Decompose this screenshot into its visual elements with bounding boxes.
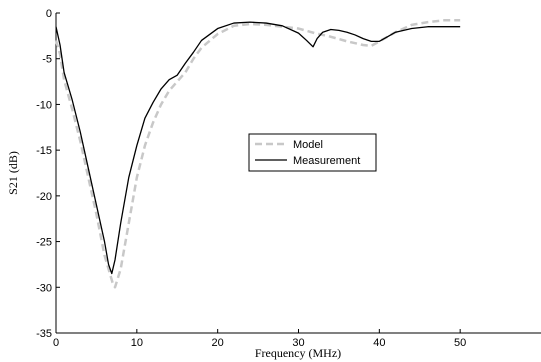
legend-label-measurement: Measurement <box>293 155 360 167</box>
y-tick-label: -5 <box>42 54 52 66</box>
x-tick-label: 30 <box>292 337 304 349</box>
x-tick-label: 40 <box>373 337 385 349</box>
x-tick-label: 0 <box>53 337 59 349</box>
y-axis-title: S21 (dB) <box>6 151 20 195</box>
series-lines <box>54 19 461 289</box>
y-tick-label: -30 <box>36 282 52 294</box>
y-tick-label: -25 <box>36 237 52 249</box>
x-axis-title: Frequency (MHz) <box>255 346 341 360</box>
axis-ticks: 0 10 20 30 40 50 0 -5 -10 -15 -20 -25 -30 -35 <box>36 8 466 349</box>
y-tick-label: 0 <box>46 8 52 20</box>
x-tick-label: 10 <box>131 337 143 349</box>
x-tick-label: 20 <box>212 337 224 349</box>
series-line-measurement <box>55 21 461 275</box>
y-tick-label: -35 <box>36 328 52 340</box>
legend: Model Measurement <box>248 133 377 172</box>
y-tick-label: -20 <box>36 191 52 203</box>
x-tick-label: 50 <box>454 337 466 349</box>
y-tick-label: -15 <box>36 145 52 157</box>
legend-label-model: Model <box>293 139 323 151</box>
legend-box <box>248 133 377 172</box>
plot-area <box>56 13 541 333</box>
y-tick-label: -10 <box>36 99 52 111</box>
